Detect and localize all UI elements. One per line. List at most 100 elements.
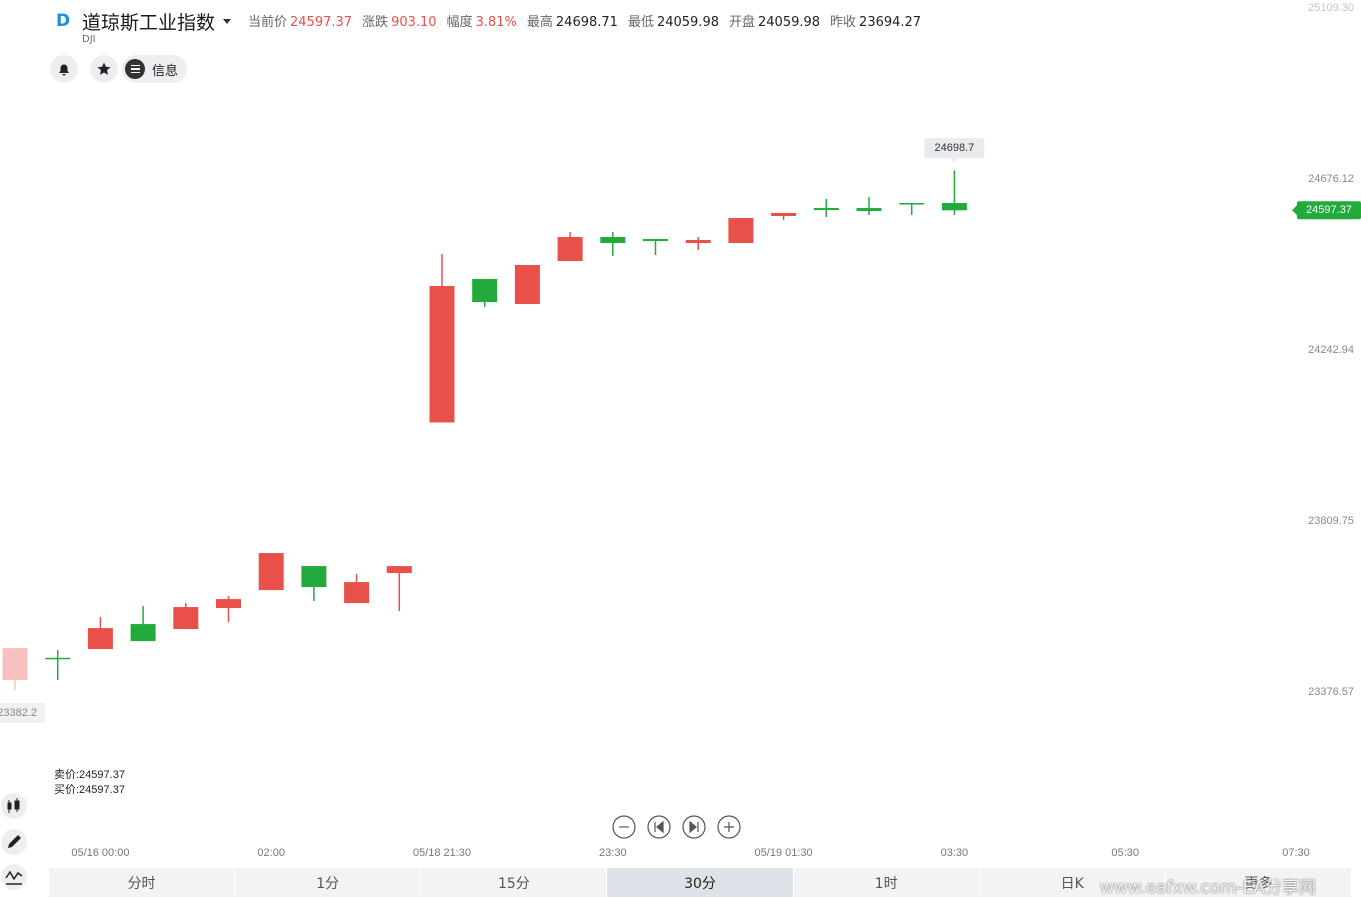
quote-stat: 最低 24059.98: [628, 11, 719, 30]
timeframe-tab[interactable]: 1分: [235, 868, 422, 897]
quote-stats: 当前价 24597.37 涨跌 903.10 幅度 3.81% 最高 24698.71 最低 24…: [248, 11, 921, 30]
candle: [728, 218, 754, 244]
candle-body: [87, 628, 113, 650]
candle-body: [685, 240, 711, 244]
instrument-symbol: DJI: [82, 34, 96, 45]
icon: [8, 835, 21, 848]
candle-body: [856, 208, 882, 212]
low-marker: 23382.2: [0, 707, 37, 719]
candle-body: [45, 657, 71, 660]
timeframe-tab[interactable]: 分时: [49, 868, 236, 897]
y-tick-label: 23376.57: [1308, 686, 1354, 698]
x-tick-label: 05/18 21:30: [413, 847, 471, 859]
candle: [472, 279, 498, 308]
icon: [724, 822, 734, 832]
stat-value: 24059.98: [656, 15, 719, 30]
timeframe-tab[interactable]: 30分: [607, 868, 794, 897]
stat-value: 903.10: [391, 15, 437, 30]
x-tick-label: 05/16 00:00: [71, 847, 129, 859]
icon: [7, 798, 20, 813]
candle-body: [130, 624, 156, 642]
candle: [771, 213, 797, 221]
high-marker: 24698.7: [935, 142, 975, 154]
quote-stat: 昨收 23694.27: [830, 11, 921, 30]
indicator-tool[interactable]: [1, 864, 27, 890]
x-tick-label: 05/19 01:30: [755, 847, 813, 859]
x-tick-label: 07:30: [1282, 847, 1310, 859]
candle: [216, 596, 241, 623]
stat-label: 幅度: [446, 15, 473, 30]
candle: [301, 566, 327, 602]
timeframe-tab[interactable]: 日K: [979, 868, 1166, 897]
high-marker-box: [924, 138, 985, 159]
y-tick-label: 24676.12: [1308, 173, 1354, 185]
candle: [429, 254, 455, 423]
timeframe-tab[interactable]: 1时: [793, 868, 980, 897]
candle-body: [472, 279, 498, 303]
quote-stat: 最高 24698.71: [527, 11, 618, 30]
candle-body: [429, 286, 455, 423]
y-tick-label: 23809.75: [1308, 515, 1354, 527]
stat-label: 昨收: [830, 15, 857, 30]
candle: [856, 197, 882, 216]
candle-body: [514, 265, 540, 305]
stat-value: 24059.98: [758, 15, 821, 30]
candle: [813, 199, 839, 218]
last-price: 24597.37: [1306, 204, 1352, 216]
icon: [654, 820, 664, 834]
favorite-button[interactable]: [90, 55, 118, 83]
candle: [45, 650, 71, 681]
last-price-pointer: [1292, 205, 1297, 216]
x-tick-label: 03:30: [941, 847, 969, 859]
candle: [685, 237, 711, 251]
timeframe-tab[interactable]: 15分: [421, 868, 608, 897]
candle-body: [728, 218, 754, 244]
timeframe-tabs: 分时 1分 15分 30分 1时 日K 更多: [49, 868, 1352, 897]
quote-stat: 幅度 3.81%: [447, 11, 517, 30]
candle: [386, 566, 412, 612]
timeframe-tab[interactable]: 更多: [1165, 868, 1352, 897]
button-label: 信息: [152, 63, 179, 79]
candle: [557, 232, 583, 262]
candle-body: [941, 203, 967, 211]
candle-body: [557, 237, 583, 262]
y-tick-label: 24242.94: [1308, 344, 1354, 356]
ask-price: 卖价:24597.37: [54, 768, 125, 781]
candle: [258, 553, 284, 591]
quote-stat: 当前价 24597.37: [248, 11, 352, 30]
icon: [125, 59, 145, 79]
stat-label: 涨跌: [362, 15, 389, 30]
alert-button[interactable]: [50, 55, 78, 83]
quote-stat: 开盘 24059.98: [729, 11, 820, 30]
icon: [97, 62, 111, 75]
dropdown-caret[interactable]: [223, 19, 231, 24]
candle-body: [2, 648, 28, 681]
candle: [899, 203, 925, 216]
candle: [514, 265, 540, 305]
candle: [130, 606, 156, 642]
candle-tool[interactable]: [1, 793, 27, 819]
x-tick-label: 23:30: [599, 847, 627, 859]
info-button[interactable]: 信息: [122, 55, 188, 83]
candle: [344, 574, 370, 604]
candle-body: [771, 213, 797, 217]
low-marker-box: [0, 703, 45, 724]
stat-label: 开盘: [728, 15, 755, 30]
icon: [5, 870, 23, 885]
bid-price: 买价:24597.37: [54, 783, 125, 796]
instrument-title[interactable]: 道琼斯工业指数: [82, 12, 216, 34]
candle: [600, 232, 626, 257]
stat-label: 最高: [526, 15, 553, 30]
stat-value: 3.81%: [475, 15, 517, 30]
candle: [173, 603, 199, 630]
stat-value: 24698.71: [555, 15, 618, 30]
candle-body: [301, 566, 327, 588]
logo: D: [56, 11, 71, 31]
candle-body: [899, 203, 925, 205]
stat-label: 当前价: [248, 15, 288, 30]
candle: [87, 617, 113, 650]
stat-value: 23694.27: [859, 15, 922, 30]
candle-body: [643, 239, 668, 242]
